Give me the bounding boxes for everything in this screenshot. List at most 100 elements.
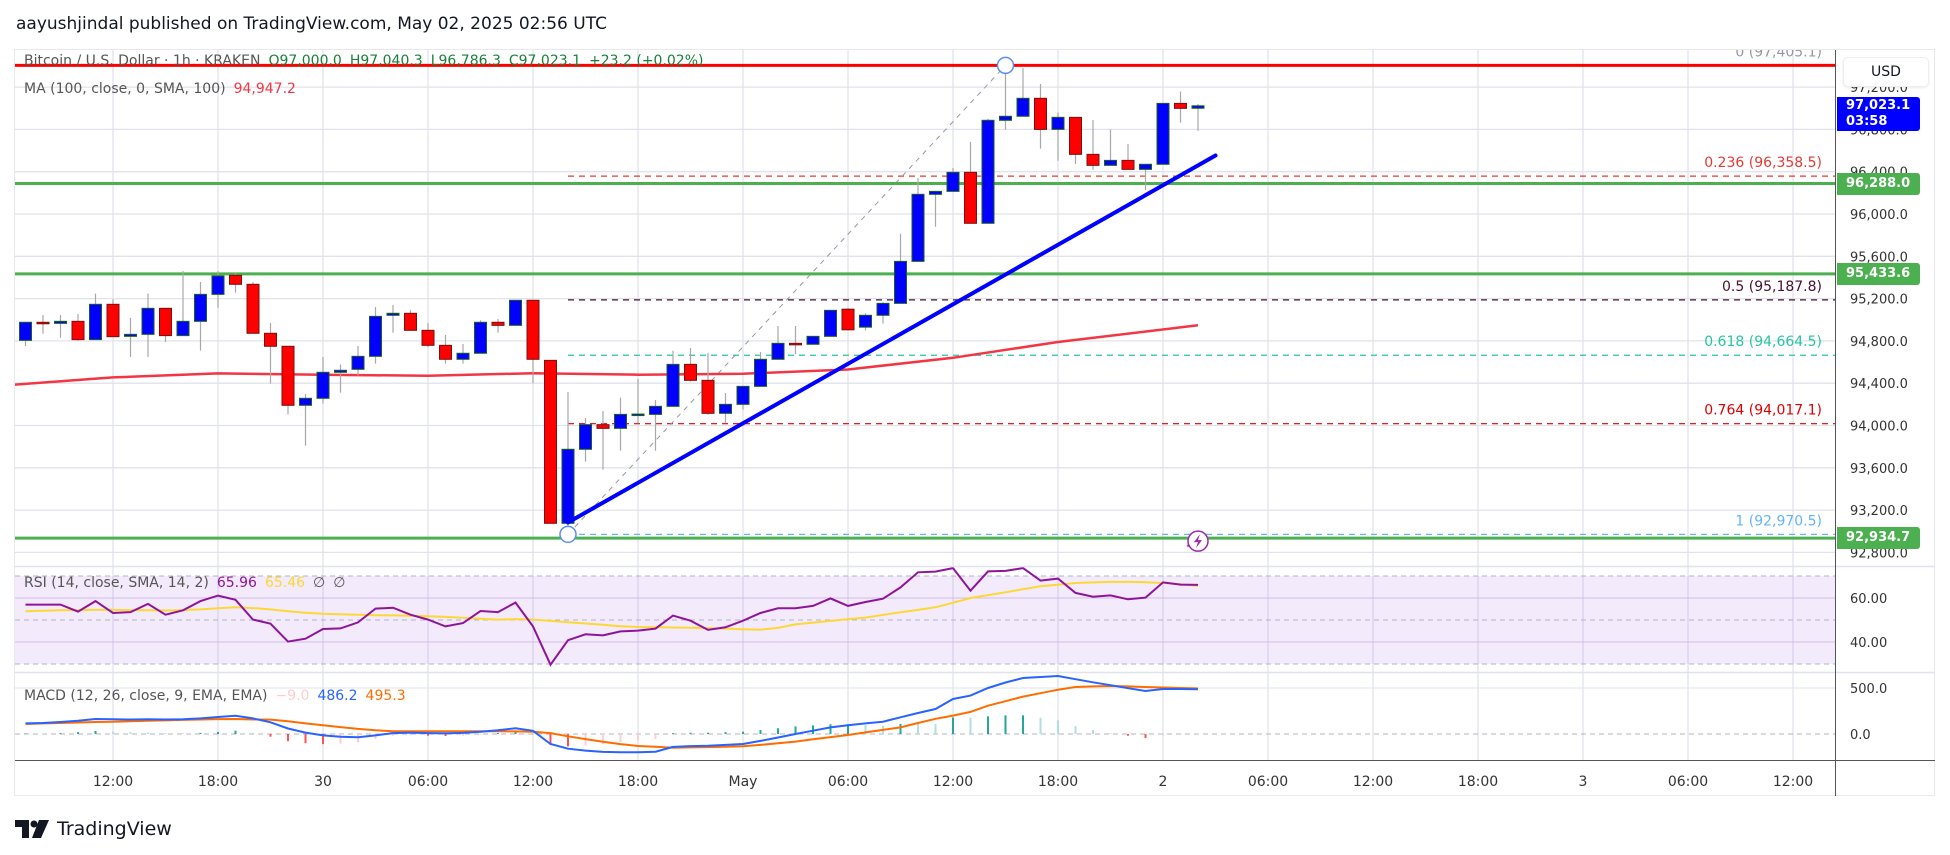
candle [19, 321, 32, 346]
candle-body [1191, 105, 1205, 109]
macd-histogram-bar [637, 734, 639, 741]
symbol-legend[interactable]: Bitcoin / U.S. Dollar · 1h · KRAKEN O97,0… [24, 53, 711, 69]
candle [421, 323, 435, 348]
candle-body [876, 302, 890, 316]
time-tick-label: 18:00 [1038, 774, 1078, 790]
candle-body [299, 397, 312, 406]
fib-level-label: 0 (97,405.1) [1735, 44, 1822, 60]
macd-histogram-bar [269, 734, 272, 737]
currency-button[interactable]: USD [1843, 57, 1929, 87]
candle [631, 378, 645, 424]
candle [859, 313, 872, 331]
candle-body [456, 352, 470, 360]
trend-line [566, 153, 1218, 525]
candle-body [666, 363, 680, 407]
macd-histogram-bar [987, 716, 989, 734]
ma-value: 94,947.2 [233, 81, 296, 97]
candle [491, 319, 505, 333]
ma-line [15, 324, 1199, 386]
macd-legend[interactable]: MACD (12, 26, close, 9, EMA, EMA) −9.0 486… [24, 688, 414, 704]
ohlc-low: L96,786.3 [430, 53, 501, 69]
macd-histogram-bar [339, 734, 342, 744]
macd-histogram-bar [707, 732, 709, 734]
candle-body [631, 413, 645, 417]
macd-histogram-bar [864, 724, 867, 734]
macd-signal-value: 495.3 [365, 688, 406, 704]
time-tick-label: May [729, 774, 758, 790]
macd-value: 486.2 [317, 688, 358, 704]
candle [176, 270, 190, 337]
candle-body [19, 321, 32, 341]
candle [841, 308, 855, 331]
candle-body [1016, 97, 1030, 117]
candle-body [1051, 116, 1065, 130]
axes: 12:00 18:00 30 06:00 12:00 18:00 May 06:00 12:00… [15, 50, 1935, 796]
macd-histogram-bar [479, 734, 482, 735]
candle [404, 310, 417, 331]
lightning-icon[interactable] [1186, 530, 1209, 552]
macd-histogram-bar [1004, 715, 1007, 734]
candle-body [491, 321, 505, 326]
macd-histogram-bar [829, 724, 832, 734]
candle-body [1139, 163, 1152, 170]
time-tick-label: 06:00 [408, 774, 448, 790]
ohlc-high: H97,040.3 [349, 53, 423, 69]
candle [1051, 112, 1065, 161]
macd-histogram-bar [759, 730, 762, 734]
candle [316, 356, 330, 404]
candle-body [316, 371, 330, 399]
rsi-label: RSI (14, close, SMA, 14, 2) [24, 575, 209, 591]
ohlc-open: O97,000.0 [268, 53, 342, 69]
candle-body [351, 355, 365, 370]
macd-histogram-bar [444, 734, 447, 737]
candle [929, 190, 942, 227]
candle [246, 281, 260, 334]
macd-histogram-bar [602, 734, 604, 745]
candle-body [859, 314, 872, 328]
bar-countdown: 03:58 [1846, 113, 1888, 129]
macd-histogram-bar [532, 733, 534, 734]
candle [456, 343, 470, 364]
ohlc-change: +23.2 (+0.02%) [589, 53, 704, 69]
fib-level-label: 0.5 (95,187.8) [1722, 279, 1822, 295]
time-tick-label: 06:00 [1248, 774, 1288, 790]
candle-body [544, 359, 557, 524]
logo-text: TradingView [57, 818, 172, 840]
macd-histogram-bar [777, 728, 779, 734]
ohlc-close: C97,023.1 [508, 53, 581, 69]
macd-histogram-bar [934, 724, 937, 734]
candle-body [596, 424, 610, 429]
candle-body [474, 321, 487, 354]
candle [334, 364, 347, 393]
macd-histogram-bar [427, 734, 429, 736]
candle [264, 323, 277, 384]
macd-histogram-bar [147, 732, 149, 734]
macd-histogram-bar [129, 732, 132, 734]
time-tick-label: 2 [1159, 774, 1168, 790]
ma-legend[interactable]: MA (100, close, 0, SMA, 100) 94,947.2 [24, 81, 304, 97]
rsi-line [25, 567, 1199, 667]
candle-body [124, 333, 137, 337]
macd-histogram-bar [742, 731, 744, 734]
candle [666, 350, 680, 407]
candle [894, 233, 907, 304]
price-tick-label: 95,600.0 [1850, 250, 1908, 265]
macd-signal-line [25, 684, 1199, 749]
macd-histogram-bar [182, 733, 184, 734]
candle-body [806, 335, 820, 345]
tradingview-logo[interactable]: TradingView [15, 818, 172, 840]
last-price: 97,023.1 [1846, 97, 1911, 113]
rsi-pane [15, 567, 1835, 667]
candle [754, 352, 767, 387]
rsi-legend[interactable]: RSI (14, close, SMA, 14, 2) 65.96 65.46 ∅ ∅ [24, 575, 353, 591]
macd-histogram-bar [77, 732, 79, 734]
candle-body [964, 171, 977, 224]
macd-histogram-bar [794, 726, 797, 734]
candle [544, 359, 557, 524]
macd-histogram-bar [304, 734, 307, 744]
candle-body [439, 344, 452, 360]
macd-histogram-bar [567, 734, 569, 747]
candle [1069, 116, 1082, 164]
rsi-sma-line [25, 580, 1199, 631]
